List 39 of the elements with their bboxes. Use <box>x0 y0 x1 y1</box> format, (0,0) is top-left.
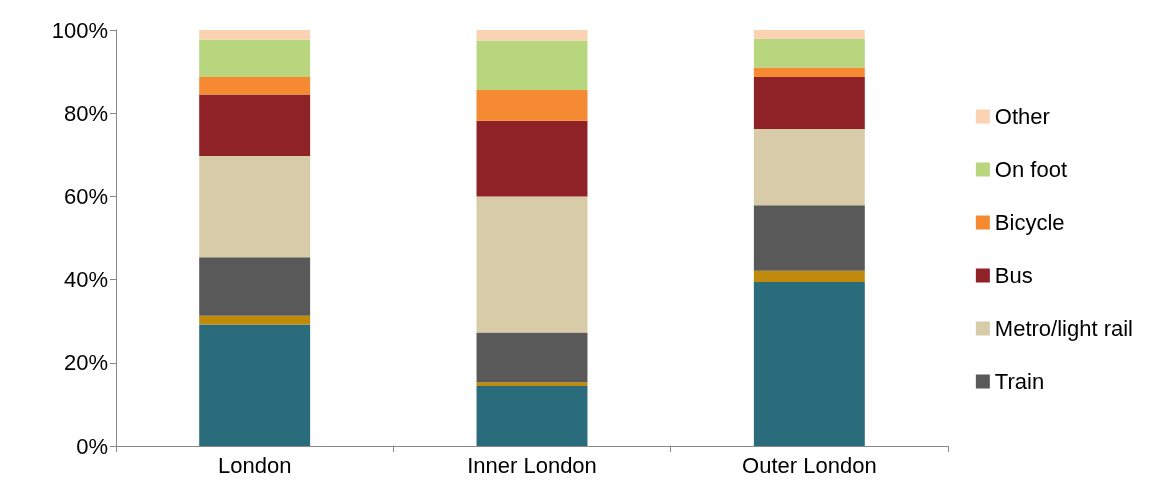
x-tick-label: Inner London <box>467 452 597 478</box>
bar <box>753 270 865 283</box>
bar <box>199 324 311 446</box>
y-tick-label: 40% <box>63 267 108 293</box>
bar <box>476 89 588 121</box>
bar <box>753 282 865 446</box>
bar <box>476 382 588 387</box>
bar <box>476 120 588 197</box>
y-tick-label: 0% <box>76 433 108 459</box>
x-tick-label: London <box>217 452 292 478</box>
bar <box>753 205 865 271</box>
bar <box>753 129 865 206</box>
bar <box>476 30 588 41</box>
bar <box>199 30 311 40</box>
bar <box>199 156 311 258</box>
bar <box>753 77 865 130</box>
bar <box>753 30 865 39</box>
bar <box>199 257 311 316</box>
y-tick-label: 80% <box>63 100 108 126</box>
bar <box>476 40 588 90</box>
bar <box>199 39 311 78</box>
bar <box>476 332 588 383</box>
y-tick-label: 100% <box>51 17 108 43</box>
legend-label: Bicycle <box>994 210 1065 235</box>
legend-label: On foot <box>994 157 1067 182</box>
bar <box>199 94 311 157</box>
x-tick-label: Outer London <box>742 452 877 478</box>
legend-label: Bus <box>994 263 1033 288</box>
bar <box>476 386 588 446</box>
legend-label: Train <box>994 369 1045 394</box>
legend-label: Metro/light rail <box>994 316 1133 341</box>
legend-label: Other <box>994 104 1050 129</box>
y-tick-label: 60% <box>63 183 108 209</box>
bar <box>199 315 311 325</box>
bar <box>476 196 588 333</box>
bar <box>753 67 865 78</box>
bar <box>199 77 311 95</box>
y-tick-label: 20% <box>63 350 108 376</box>
bar <box>753 38 865 68</box>
